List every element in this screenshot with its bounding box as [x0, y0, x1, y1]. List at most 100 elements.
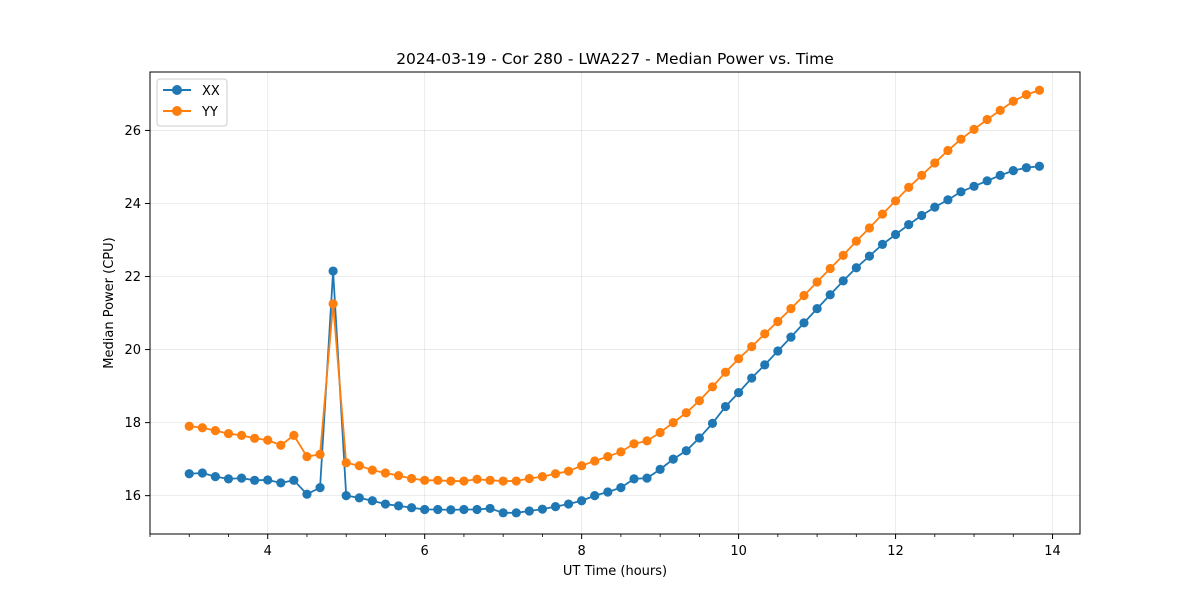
chart-title: 2024-03-19 - Cor 280 - LWA227 - Median P…: [396, 50, 834, 68]
data-point-xx: [367, 496, 377, 506]
data-point-yy: [995, 105, 1005, 115]
data-point-xx: [420, 504, 430, 515]
data-point-yy: [485, 475, 495, 485]
data-point-xx: [537, 504, 548, 514]
data-point-yy: [406, 473, 417, 484]
series-xx: [184, 161, 1045, 518]
legend-label-xx: XX: [202, 84, 220, 99]
grid: [150, 72, 1080, 534]
data-point-xx: [328, 266, 338, 276]
data-point-xx: [485, 503, 495, 514]
data-point-yy: [341, 458, 351, 468]
data-point-xx: [642, 473, 652, 483]
data-point-xx: [433, 504, 443, 515]
data-point-yy: [681, 408, 691, 418]
data-point-yy: [524, 473, 534, 484]
data-point-xx: [917, 210, 927, 221]
data-point-xx: [812, 304, 822, 314]
data-point-xx: [851, 263, 861, 273]
data-point-xx: [524, 506, 534, 516]
data-point-yy: [720, 367, 731, 377]
data-point-yy: [864, 223, 875, 233]
data-point-xx: [276, 478, 286, 488]
data-point-xx: [629, 474, 639, 484]
x-tick-label: 12: [887, 544, 904, 559]
data-point-xx: [341, 491, 351, 501]
data-point-xx: [354, 493, 364, 503]
y-tick-label: 16: [124, 489, 141, 504]
data-point-xx: [459, 504, 469, 515]
y-tick-label: 26: [124, 124, 141, 139]
y-tick-label: 22: [124, 270, 141, 285]
data-point-yy: [210, 426, 220, 436]
data-point-xx: [1034, 161, 1045, 171]
data-point-yy: [1021, 90, 1031, 100]
y-axis: 16 18 20 22 24 26: [124, 124, 150, 504]
data-point-yy: [511, 476, 521, 486]
data-point-xx: [472, 504, 482, 515]
x-tick-label: 14: [1044, 544, 1061, 559]
x-tick-label: 10: [730, 544, 747, 559]
data-point-yy: [629, 439, 639, 449]
data-point-yy: [380, 468, 391, 478]
data-point-yy: [890, 196, 901, 206]
data-point-yy: [773, 316, 783, 327]
data-point-xx: [250, 475, 260, 485]
data-point-yy: [799, 290, 809, 301]
data-point-yy: [825, 263, 835, 274]
data-point-yy: [393, 470, 404, 481]
data-point-xx: [223, 474, 234, 484]
data-point-xx: [511, 508, 521, 518]
data-point-xx: [236, 473, 247, 483]
data-point-xx: [982, 176, 992, 186]
data-point-yy: [786, 304, 796, 314]
data-point-xx: [890, 229, 901, 240]
x-tick-label: 4: [264, 544, 272, 559]
data-point-yy: [236, 430, 247, 440]
y-tick-label: 18: [124, 416, 141, 431]
legend-marker-yy: [172, 106, 182, 116]
series-layer: [184, 85, 1045, 518]
data-point-xx: [1008, 166, 1018, 176]
data-point-xx: [577, 496, 587, 506]
y-tick-label: 24: [124, 197, 141, 212]
data-point-xx: [498, 508, 508, 518]
data-point-xx: [563, 499, 574, 509]
data-point-xx: [550, 502, 561, 512]
data-point-xx: [302, 489, 312, 499]
data-point-yy: [315, 449, 325, 459]
data-point-yy: [1008, 96, 1018, 106]
data-point-xx: [877, 239, 888, 249]
data-point-yy: [459, 476, 469, 486]
data-point-yy: [734, 354, 744, 364]
data-point-yy: [223, 428, 234, 439]
data-point-yy: [904, 182, 914, 193]
data-point-xx: [603, 487, 613, 497]
data-point-xx: [446, 505, 456, 515]
data-point-yy: [694, 396, 704, 406]
data-point-yy: [917, 170, 927, 180]
data-point-xx: [930, 202, 940, 212]
x-tick-label: 8: [578, 544, 586, 559]
data-point-xx: [668, 454, 678, 464]
data-point-yy: [747, 342, 757, 352]
data-point-xx: [760, 360, 770, 370]
data-point-yy: [328, 299, 338, 309]
data-point-xx: [720, 401, 731, 412]
data-point-xx: [315, 483, 325, 493]
x-axis: 4 6 8 10 12 14: [149, 534, 1061, 559]
data-point-yy: [420, 475, 430, 485]
data-point-yy: [590, 456, 600, 466]
data-point-yy: [276, 440, 286, 450]
data-point-xx: [406, 503, 417, 513]
data-point-xx: [825, 290, 835, 300]
legend-marker-xx: [172, 85, 182, 95]
data-point-yy: [446, 476, 456, 486]
data-point-yy: [184, 421, 194, 431]
data-point-xx: [380, 499, 391, 509]
data-point-xx: [786, 332, 796, 342]
data-point-xx: [747, 373, 757, 383]
data-point-yy: [367, 465, 377, 475]
data-point-yy: [707, 382, 718, 392]
